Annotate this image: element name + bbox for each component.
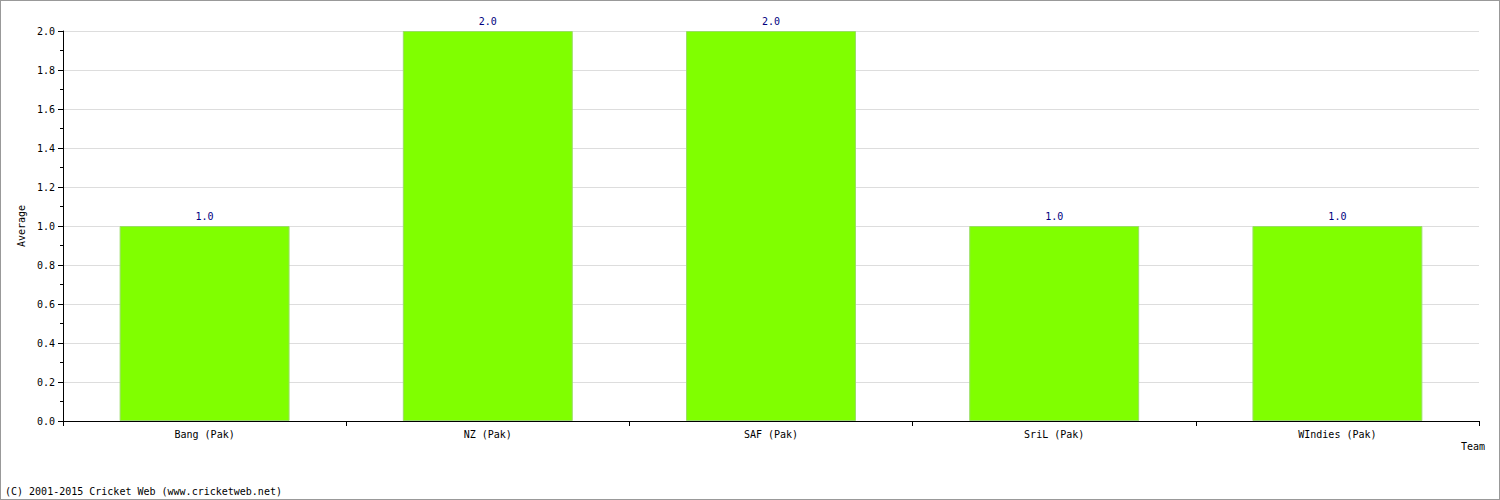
svg-text:2.0: 2.0: [762, 16, 780, 27]
svg-text:0.8: 0.8: [37, 260, 55, 271]
svg-text:1.8: 1.8: [37, 65, 55, 76]
svg-text:SAF (Pak): SAF (Pak): [744, 429, 798, 440]
svg-text:WIndies (Pak): WIndies (Pak): [1298, 429, 1376, 440]
svg-text:1.0: 1.0: [1045, 211, 1063, 222]
svg-text:0.6: 0.6: [37, 299, 55, 310]
svg-text:0.4: 0.4: [37, 338, 55, 349]
svg-text:1.0: 1.0: [1328, 211, 1346, 222]
svg-text:1.2: 1.2: [37, 182, 55, 193]
svg-text:2.0: 2.0: [37, 26, 55, 37]
svg-text:1.0: 1.0: [196, 211, 214, 222]
svg-text:(C) 2001-2015 Cricket Web (www: (C) 2001-2015 Cricket Web (www.cricketwe…: [5, 486, 282, 497]
svg-text:NZ (Pak): NZ (Pak): [464, 429, 512, 440]
svg-text:SriL (Pak): SriL (Pak): [1024, 429, 1084, 440]
svg-text:Team: Team: [1461, 441, 1485, 452]
svg-text:1.0: 1.0: [37, 221, 55, 232]
svg-text:2.0: 2.0: [479, 16, 497, 27]
svg-text:0.2: 0.2: [37, 377, 55, 388]
svg-text:Bang (Pak): Bang (Pak): [174, 429, 234, 440]
svg-text:1.6: 1.6: [37, 104, 55, 115]
svg-text:Average: Average: [16, 205, 27, 247]
svg-text:0.0: 0.0: [37, 416, 55, 427]
svg-text:1.4: 1.4: [37, 143, 55, 154]
